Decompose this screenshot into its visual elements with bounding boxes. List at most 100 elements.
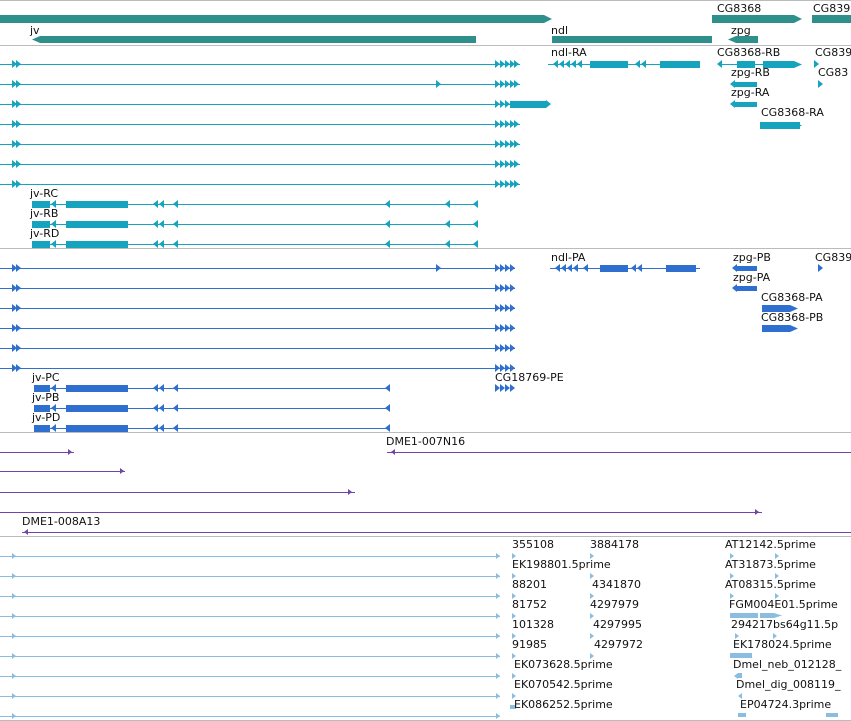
strand-arrow[interactable] [16, 264, 21, 272]
strand-arrow[interactable] [735, 633, 739, 639]
strand-arrow[interactable] [512, 573, 516, 579]
exon-block[interactable] [34, 405, 50, 412]
strand-arrow[interactable] [510, 80, 515, 88]
feature-label-est-ek178024[interactable]: EK178024.5prime [733, 638, 832, 651]
strand-arrow[interactable] [500, 60, 505, 68]
strand-arrow[interactable] [505, 344, 510, 352]
feature-label-est-dmel-neb[interactable]: Dmel_neb_012128_ [733, 658, 842, 671]
strand-arrow[interactable] [496, 593, 500, 599]
strand-arrow[interactable] [555, 264, 560, 272]
strand-arrow[interactable] [12, 344, 17, 352]
strand-arrow[interactable] [590, 633, 594, 639]
feature-label-est-ek073628[interactable]: EK073628.5prime [514, 658, 613, 671]
strand-arrow[interactable] [573, 264, 578, 272]
strand-arrow[interactable] [496, 653, 500, 659]
strand-arrow[interactable] [510, 364, 515, 372]
strand-arrow[interactable] [173, 200, 178, 208]
strand-arrow[interactable] [500, 140, 505, 148]
strand-arrow[interactable] [512, 693, 516, 699]
strand-arrow[interactable] [505, 160, 510, 168]
strand-arrow[interactable] [505, 324, 510, 332]
strand-arrow[interactable] [385, 200, 390, 208]
strand-arrow[interactable] [173, 424, 178, 432]
strand-arrow[interactable] [473, 220, 478, 228]
feature-label-est-91985[interactable]: 91985 [512, 638, 547, 651]
strand-arrow[interactable] [153, 404, 158, 412]
strand-arrow[interactable] [496, 673, 500, 679]
exon-block[interactable] [510, 705, 516, 709]
strand-arrow[interactable] [153, 220, 158, 228]
clone-end-marker[interactable] [755, 509, 759, 515]
strand-arrow[interactable] [495, 160, 500, 168]
gene-bar-jv[interactable] [32, 36, 476, 43]
strand-arrow[interactable] [495, 264, 500, 272]
strand-arrow[interactable] [495, 304, 500, 312]
strand-arrow[interactable] [510, 60, 515, 68]
feature-label-cg18769-pe[interactable]: CG18769-PE [495, 371, 564, 384]
feature-label-est-355108[interactable]: 355108 [512, 538, 554, 551]
strand-arrow[interactable] [16, 60, 21, 68]
feature-label-est-ep04724[interactable]: EP04724.3prime [740, 698, 832, 711]
feature-label-est-4297995[interactable]: 4297995 [593, 618, 642, 631]
strand-arrow[interactable] [641, 60, 646, 68]
strand-arrow[interactable] [12, 160, 17, 168]
strand-arrow[interactable] [16, 160, 21, 168]
strand-arrow[interactable] [385, 384, 390, 392]
exon-block[interactable] [738, 673, 742, 678]
exon-block[interactable] [762, 325, 784, 332]
feature-label-est-ek070542[interactable]: EK070542.5prime [514, 678, 613, 691]
feature-bar[interactable] [778, 61, 802, 68]
feature-label-zpg-pa[interactable]: zpg-PA [733, 271, 771, 284]
feature-label-est-at12142[interactable]: AT12142.5prime [725, 538, 816, 551]
strand-arrow[interactable] [153, 384, 158, 392]
strand-arrow[interactable] [159, 240, 164, 248]
exon-block[interactable] [730, 653, 752, 658]
exon-block[interactable] [34, 425, 50, 432]
strand-arrow[interactable] [51, 240, 56, 248]
feature-label-gene-jv[interactable]: jv [30, 24, 40, 37]
feature-label-cg83-r[interactable]: CG83 [818, 66, 849, 79]
strand-arrow[interactable] [495, 120, 500, 128]
strand-arrow[interactable] [12, 673, 16, 679]
strand-arrow[interactable] [565, 60, 570, 68]
feature-label-jv-pd[interactable]: jv-PD [32, 411, 61, 424]
strand-arrow[interactable] [436, 80, 441, 88]
strand-arrow[interactable] [12, 613, 16, 619]
strand-arrow[interactable] [496, 573, 500, 579]
gene-bar-cg839[interactable] [812, 15, 851, 23]
feature-label-cg8368-pb[interactable]: CG8368-PB [761, 311, 824, 324]
feature-label-gene-zpg[interactable]: zpg [731, 24, 751, 37]
strand-arrow[interactable] [153, 424, 158, 432]
strand-arrow[interactable] [159, 220, 164, 228]
feature-label-jv-pc[interactable]: jv-PC [32, 371, 60, 384]
strand-arrow[interactable] [510, 180, 515, 188]
strand-arrow[interactable] [153, 200, 158, 208]
strand-arrow[interactable] [500, 160, 505, 168]
strand-arrow[interactable] [505, 304, 510, 312]
exon-block[interactable] [66, 221, 128, 228]
strand-arrow[interactable] [510, 284, 515, 292]
feature-label-cg8368-rb[interactable]: CG8368-RB [717, 46, 781, 59]
strand-arrow[interactable] [496, 633, 500, 639]
strand-arrow[interactable] [12, 364, 17, 372]
strand-arrow[interactable] [559, 60, 564, 68]
strand-arrow[interactable] [496, 613, 500, 619]
strand-arrow[interactable] [495, 100, 500, 108]
strand-arrow[interactable] [590, 653, 594, 659]
strand-arrow[interactable] [510, 344, 515, 352]
strand-arrow[interactable] [495, 284, 500, 292]
strand-arrow[interactable] [495, 364, 500, 372]
strand-arrow[interactable] [546, 100, 551, 108]
strand-arrow[interactable] [385, 424, 390, 432]
feature-label-est-fgm004e01[interactable]: FGM004E01.5prime [729, 598, 838, 611]
strand-arrow[interactable] [385, 404, 390, 412]
strand-arrow[interactable] [12, 693, 16, 699]
exon-block[interactable] [735, 102, 757, 107]
strand-arrow[interactable] [505, 140, 510, 148]
strand-arrow[interactable] [173, 384, 178, 392]
feature-label-jv-pb[interactable]: jv-PB [32, 391, 60, 404]
strand-arrow[interactable] [51, 384, 56, 392]
feature-label-cg839-p[interactable]: CG839 [815, 251, 851, 264]
exon-block[interactable] [666, 265, 696, 272]
feature-label-gene-cg839[interactable]: CG839 [813, 2, 851, 15]
